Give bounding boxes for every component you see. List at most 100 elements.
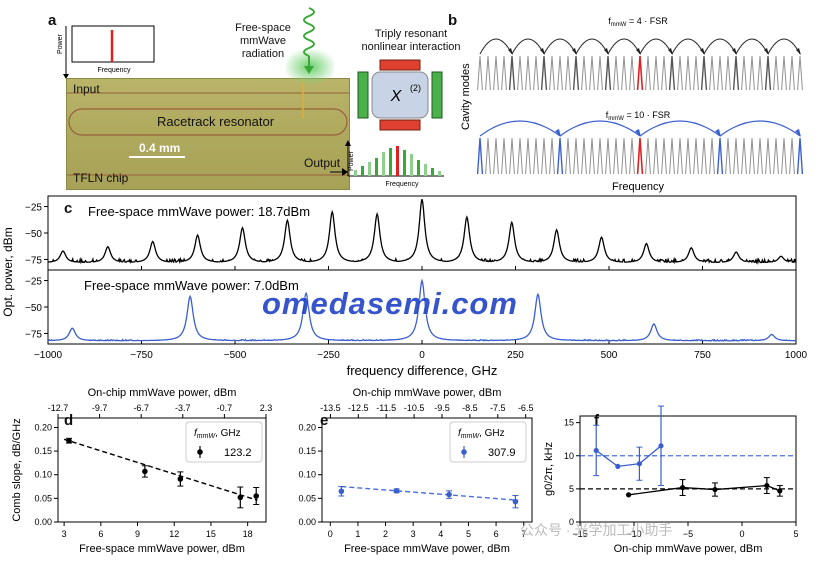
coupling-arc bbox=[671, 38, 705, 55]
cavity-mode-peak bbox=[501, 137, 507, 175]
data-point bbox=[142, 468, 148, 475]
cavity-mode-peak bbox=[549, 137, 555, 175]
y-tick-label: −25 bbox=[25, 203, 42, 214]
cavity-mode-peak bbox=[709, 55, 715, 91]
racetrack-resonator-ring bbox=[68, 108, 348, 136]
y-tick-label: 0 bbox=[569, 517, 574, 527]
panel-letter-f: f bbox=[594, 412, 599, 429]
cavity-mode-peak bbox=[541, 137, 547, 175]
cavity-mode-peak bbox=[732, 55, 740, 91]
arc-arrowhead-icon bbox=[700, 48, 705, 55]
data-point bbox=[615, 463, 621, 469]
cavity-mode-peak bbox=[773, 137, 779, 175]
y-tick-label: 0.05 bbox=[298, 493, 316, 503]
cavity-mode-peak bbox=[604, 55, 612, 91]
y-tick-label: 0.00 bbox=[298, 517, 316, 527]
x-tick-label: 4 bbox=[438, 529, 443, 539]
output-comb-bar bbox=[396, 146, 399, 176]
interaction-line-2: nonlinear interaction bbox=[361, 41, 461, 53]
output-comb-bar bbox=[417, 160, 420, 176]
cavity-modes-top bbox=[477, 55, 803, 91]
data-point bbox=[237, 494, 244, 501]
cavity-mode-peak bbox=[525, 55, 531, 91]
cavity-mode-peak bbox=[757, 55, 763, 91]
top-x-axis-label: On-chip mmWave power, dBm bbox=[88, 387, 237, 399]
cavity-mode-peak bbox=[653, 55, 659, 91]
y-tick-label: 0.15 bbox=[34, 446, 52, 456]
x-tick-label: 6 bbox=[494, 529, 499, 539]
coupling-arc bbox=[479, 120, 561, 137]
top-x-tick-label: 2.3 bbox=[260, 403, 273, 413]
coupling-arc bbox=[559, 120, 641, 137]
panel-letter-c: c bbox=[64, 200, 73, 217]
cavity-mode-peak bbox=[636, 55, 644, 91]
fit-line bbox=[341, 485, 519, 501]
cavity-mode-peak bbox=[556, 137, 564, 175]
chip-label: TFLN chip bbox=[73, 171, 129, 185]
cavity-mode-peak bbox=[517, 55, 523, 91]
x-tick-label: −250 bbox=[317, 350, 340, 361]
coupling-arc bbox=[639, 120, 721, 137]
series-line bbox=[595, 445, 662, 468]
output-power-label: Power bbox=[348, 150, 355, 171]
legend-title: fmmW, GHz bbox=[194, 428, 241, 440]
cavity-mode-diagram: Cavity modes fmmW = 4 · FSR fmmW = 10 · … bbox=[460, 16, 804, 193]
x-tick-label: −750 bbox=[130, 350, 153, 361]
cavity-mode-peak bbox=[589, 137, 595, 175]
y-tick-label: −25 bbox=[25, 277, 42, 288]
output-comb-bar bbox=[438, 171, 441, 176]
data-point bbox=[764, 482, 770, 489]
interaction-line-1: Triply resonant bbox=[374, 28, 448, 40]
top-x-tick-label: -13.5 bbox=[320, 403, 341, 413]
cavity-mode-peak bbox=[789, 55, 795, 91]
cavity-mode-peak bbox=[613, 137, 619, 175]
cavity-mode-peak bbox=[597, 137, 603, 175]
coupling-arc bbox=[607, 38, 641, 55]
arc-arrowhead-icon bbox=[732, 48, 737, 55]
output-comb-bars bbox=[354, 146, 441, 176]
arc-arrowhead-icon bbox=[508, 48, 513, 55]
top-x-tick-label: -6.5 bbox=[518, 403, 534, 413]
cavity-mode-peak bbox=[525, 137, 531, 175]
y-tick-label: 15 bbox=[564, 418, 574, 428]
plot-frame bbox=[321, 417, 533, 523]
cavity-mode-peak bbox=[613, 55, 619, 91]
output-label: Output bbox=[304, 156, 341, 170]
tfln-chip-photo: Input Racetrack resonator 0.4 mm TFLN ch… bbox=[66, 78, 350, 190]
output-comb-bar bbox=[382, 152, 385, 176]
fsr4-label: fmmW = 4 · FSR bbox=[608, 16, 668, 28]
cavity-mode-peak bbox=[549, 55, 555, 91]
x-tick-label: 7 bbox=[521, 529, 526, 539]
arc-arrowhead-icon bbox=[555, 129, 561, 137]
cavity-mode-peak bbox=[629, 55, 635, 91]
comb-slope-chart-e: 0 1 2 3 4 5 6 7 0.00 0.05 0.10 0.15 0.20 Free-space m… bbox=[298, 387, 534, 555]
chi2-crystal bbox=[371, 71, 429, 119]
output-comb-bar bbox=[424, 164, 427, 176]
plot-frame bbox=[57, 417, 267, 523]
cavity-mode-peak bbox=[677, 137, 683, 175]
cavity-mode-peak bbox=[693, 137, 699, 175]
cavity-mode-peak bbox=[661, 55, 667, 91]
coupling-arc bbox=[767, 38, 801, 55]
y-tick-label: 0.00 bbox=[34, 517, 52, 527]
cavity-mode-peak bbox=[685, 137, 691, 175]
y-tick-label: 5 bbox=[569, 484, 574, 494]
frequency-axis-label: Frequency bbox=[612, 181, 664, 193]
top-x-tick-label: -12.5 bbox=[348, 403, 369, 413]
x-tick-label: 5 bbox=[793, 529, 798, 539]
x-axis-label: Free-space mmWave power, dBm bbox=[79, 543, 245, 555]
coupling-arc bbox=[703, 38, 737, 55]
input-spectrum-inset: Power Frequency bbox=[57, 25, 155, 79]
data-point bbox=[680, 484, 686, 491]
output-comb-bar bbox=[431, 168, 434, 176]
output-comb-bar bbox=[410, 154, 413, 176]
output-frequency-label: Frequency bbox=[385, 181, 419, 188]
cavity-mode-peak bbox=[629, 137, 635, 175]
watermark-text: omedasemi.com bbox=[262, 286, 518, 321]
data-point bbox=[712, 486, 718, 493]
cavity-mode-peak bbox=[661, 137, 667, 175]
x-tick-label: 3 bbox=[62, 529, 67, 539]
coupling-arc bbox=[511, 38, 545, 55]
legend-entry-label: 123.2 bbox=[224, 447, 252, 459]
cavity-mode-peak bbox=[725, 137, 731, 175]
